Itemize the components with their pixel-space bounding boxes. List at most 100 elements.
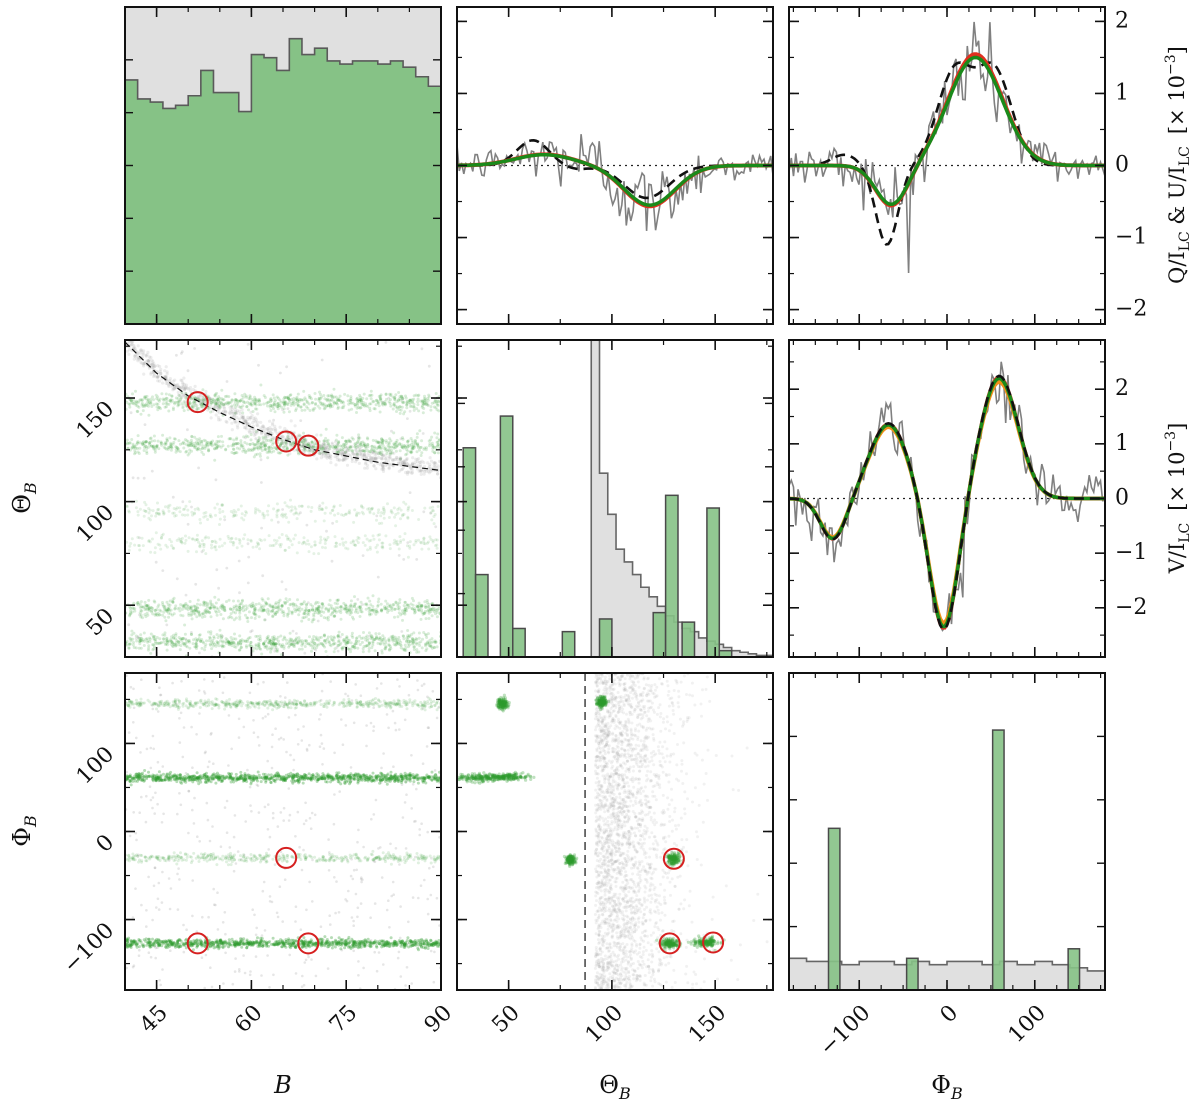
posterior-sample (226, 400, 230, 404)
posterior-sample (141, 405, 145, 409)
posterior-sample (392, 642, 396, 646)
posterior-sample (208, 642, 212, 646)
degeneracy-sample (321, 452, 325, 456)
degeneracy-sample (320, 444, 324, 449)
degeneracy-sample (245, 422, 249, 426)
posterior-sample (144, 440, 148, 444)
degeneracy-sample (170, 385, 174, 389)
posterior-sample (344, 642, 348, 646)
posterior-sample (295, 641, 299, 645)
posterior-sample (378, 394, 382, 398)
posterior-sample (133, 444, 136, 448)
posterior-sample (211, 603, 215, 607)
posterior-sample (187, 451, 191, 455)
posterior-sample (248, 636, 252, 639)
degeneracy-sample (184, 385, 188, 389)
degeneracy-sample (137, 357, 141, 362)
posterior-sample (421, 612, 425, 616)
posterior-sample (190, 402, 194, 405)
posterior-sample (232, 541, 236, 545)
degeneracy-sample (399, 456, 403, 461)
posterior-sample (428, 638, 432, 642)
posterior-sample (328, 699, 332, 703)
posterior-sample (342, 637, 346, 641)
posterior-sample (139, 702, 143, 706)
prior-sample (145, 747, 149, 751)
degeneracy-sample (399, 463, 403, 467)
posterior-sample (248, 644, 252, 648)
degeneracy-sample (181, 382, 185, 386)
prior-sample (281, 408, 284, 412)
posterior-sample (145, 452, 149, 455)
posterior-sample (311, 607, 315, 611)
prior-sample (435, 716, 439, 720)
posterior-sample (190, 444, 194, 448)
prior-sample (407, 920, 410, 924)
posterior-sample (392, 401, 396, 405)
posterior-sample (404, 394, 407, 398)
posterior-sample (133, 609, 137, 613)
posterior-sample (254, 634, 258, 638)
posterior-sample (417, 393, 421, 397)
posterior-sample (348, 509, 351, 513)
posterior-sample (408, 643, 411, 647)
posterior-sample (305, 399, 309, 403)
posterior-sample (141, 442, 145, 446)
prior-sample (426, 830, 430, 834)
posterior-sample (283, 548, 287, 552)
prior-sample (291, 640, 295, 644)
posterior-sample (436, 505, 440, 508)
posterior-sample (165, 637, 169, 641)
posterior-sample (202, 543, 206, 546)
posterior-sample (216, 404, 220, 408)
degeneracy-sample (289, 444, 293, 448)
posterior-sample (276, 508, 280, 512)
degeneracy-sample (432, 461, 436, 465)
prior-sample (361, 554, 365, 557)
posterior-sample (284, 512, 288, 516)
posterior-sample (205, 601, 209, 605)
posterior-sample (372, 701, 376, 705)
posterior-sample (181, 603, 185, 607)
degeneracy-sample (308, 448, 312, 452)
degeneracy-sample (350, 457, 354, 461)
posterior-sample (354, 642, 358, 646)
posterior-sample (406, 440, 409, 443)
posterior-sample (282, 404, 286, 407)
posterior-sample (271, 635, 274, 639)
prior-sample (140, 776, 144, 780)
posterior-sample (396, 607, 400, 611)
posterior-sample (393, 639, 397, 643)
degeneracy-sample (173, 378, 177, 382)
prior-sample (303, 961, 307, 964)
posterior-sample (242, 639, 246, 643)
posterior-sample (371, 640, 375, 644)
posterior-sample (426, 540, 430, 544)
posterior-sample (151, 643, 155, 647)
posterior-sample (338, 399, 342, 403)
posterior-sample (294, 638, 298, 641)
posterior-sample (239, 642, 243, 646)
degeneracy-sample (188, 388, 193, 393)
posterior-sample (398, 405, 402, 409)
posterior-sample (230, 398, 234, 402)
posterior-sample (229, 537, 233, 541)
posterior-sample (292, 512, 296, 516)
posterior-sample (250, 403, 254, 407)
posterior-sample (305, 639, 309, 643)
posterior-sample (412, 640, 416, 644)
posterior-sample (142, 442, 146, 445)
prior-sample (266, 954, 269, 957)
posterior-sample (392, 699, 396, 703)
posterior-sample (235, 703, 239, 707)
posterior-sample (303, 699, 307, 703)
degeneracy-sample (151, 363, 155, 367)
posterior-sample (402, 512, 406, 516)
posterior-sample (178, 609, 182, 613)
posterior-sample (249, 640, 253, 644)
degeneracy-sample (412, 462, 417, 467)
degeneracy-sample (427, 467, 431, 471)
posterior-sample (278, 543, 282, 547)
prior-sample (350, 857, 353, 861)
posterior-sample (209, 441, 213, 445)
